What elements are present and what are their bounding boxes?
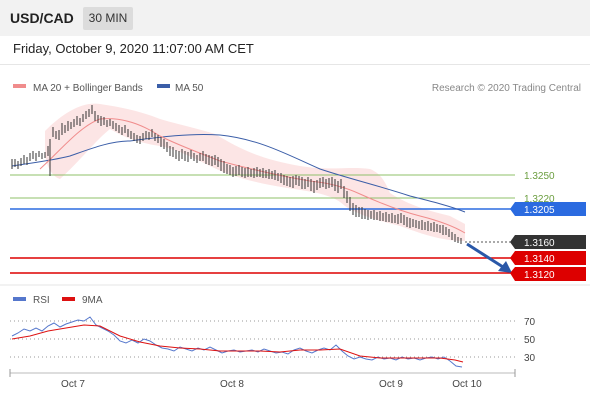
level-tag-3: [515, 202, 586, 216]
x-tick-oct8: Oct 8: [220, 379, 244, 390]
ma20-legend-swatch: [13, 84, 26, 88]
chart-area[interactable]: MA 20 + Bollinger Bands MA 50 Research ©…: [0, 64, 590, 400]
price-chart: MA 20 + Bollinger Bands MA 50 Research ©…: [0, 83, 590, 390]
bollinger-band: [45, 103, 465, 241]
level-label-3: 1.3205: [524, 205, 555, 216]
rsi-line: [11, 316, 463, 368]
ma20-legend-label: MA 20 + Bollinger Bands: [33, 83, 143, 94]
level-tag-4-pointer: [510, 251, 515, 265]
symbol-title: USD/CAD: [10, 10, 74, 26]
ma50-line: [11, 133, 466, 213]
rsi-tick-50: 50: [524, 335, 536, 346]
current-price-tag: [515, 235, 586, 249]
copyright-text: Research © 2020 Trading Central: [432, 83, 581, 94]
level-tag-3-pointer: [510, 202, 515, 216]
x-tick-oct10: Oct 10: [452, 379, 482, 390]
ma9-legend-swatch: [62, 297, 75, 301]
timeframe-button[interactable]: 30 MIN: [83, 7, 133, 30]
ma50-legend-swatch: [157, 84, 170, 88]
ma9-legend-label: 9MA: [82, 295, 103, 306]
level-tag-4: [515, 251, 586, 265]
candlesticks: [11, 105, 462, 244]
rsi-tick-30: 30: [524, 353, 536, 364]
current-price-pointer: [510, 235, 515, 249]
rsi-legend-swatch: [13, 297, 26, 301]
projection-arrow-head: [498, 261, 512, 273]
current-price-label: 1.3160: [524, 238, 555, 249]
level-tag-5: [515, 267, 586, 281]
level-label-1: 1.3250: [524, 171, 555, 182]
level-label-4: 1.3140: [524, 254, 555, 265]
projection-arrow-line: [466, 242, 504, 269]
x-tick-oct7: Oct 7: [61, 379, 85, 390]
x-tick-oct9: Oct 9: [379, 379, 403, 390]
level-tag-5-pointer: [510, 267, 515, 281]
header-bar: USD/CAD 30 MIN: [0, 0, 590, 36]
level-label-5: 1.3120: [524, 270, 555, 281]
ma50-legend-label: MA 50: [175, 83, 204, 94]
rsi-tick-70: 70: [524, 317, 536, 328]
chart-datetime: Friday, October 9, 2020 11:07:00 AM CET: [13, 41, 254, 56]
ma9-line: [11, 324, 464, 363]
level-label-2: 1.3220: [524, 194, 555, 205]
rsi-legend-label: RSI: [33, 295, 50, 306]
